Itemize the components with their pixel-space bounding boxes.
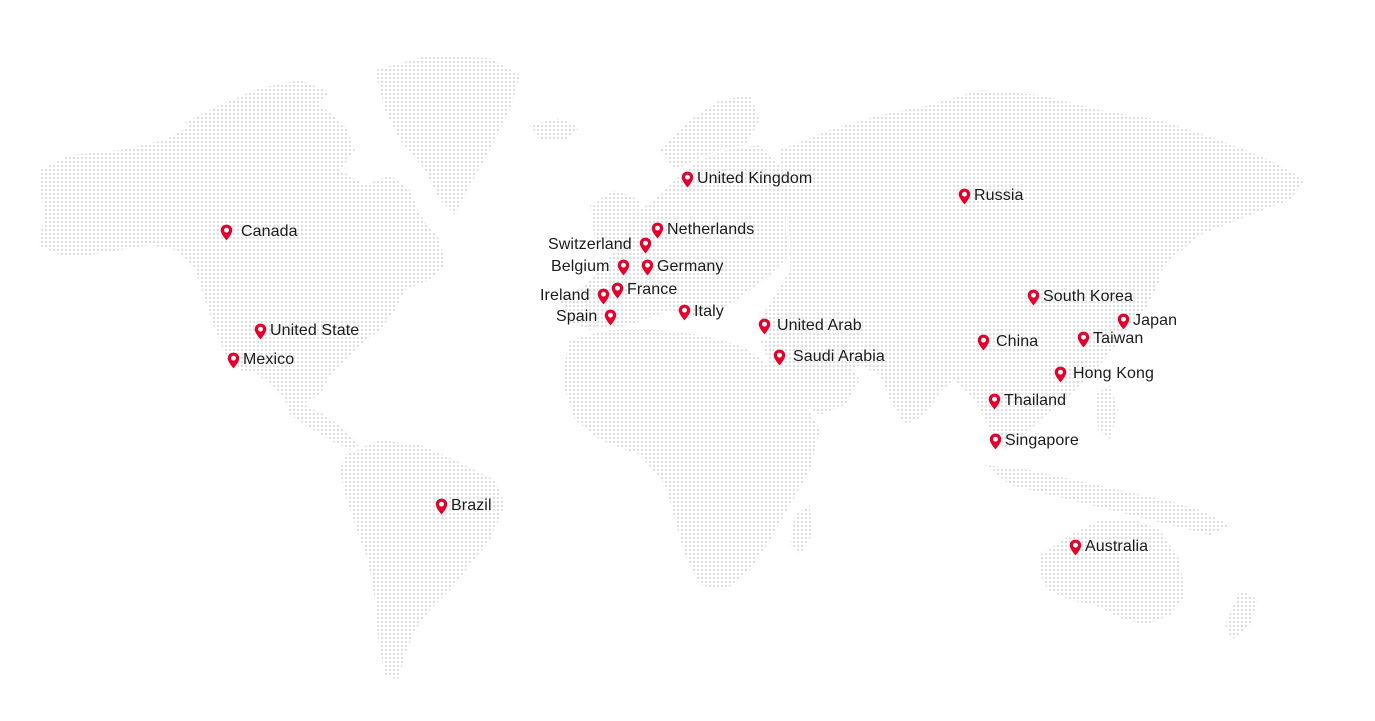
north-america-shape <box>38 95 445 405</box>
marker-switzerland[interactable]: Switzerland <box>548 236 652 254</box>
marker-united-state[interactable]: United State <box>254 322 359 340</box>
map-pin-icon <box>1054 366 1067 382</box>
map-pin-icon <box>758 318 771 334</box>
map-pin-icon <box>681 171 694 187</box>
map-pin-icon <box>597 288 609 304</box>
map-pin-icon <box>1027 289 1040 305</box>
map-pin-icon <box>958 188 971 204</box>
location-label: Ireland <box>540 287 590 304</box>
location-label: Brazil <box>451 497 492 514</box>
iceland-shape <box>530 118 580 140</box>
location-label: Spain <box>556 308 598 325</box>
location-label: Mexico <box>243 351 295 368</box>
marker-netherlands[interactable]: Netherlands <box>651 221 754 239</box>
map-pin-icon <box>605 309 617 325</box>
location-label: Italy <box>694 303 724 320</box>
location-label: Japan <box>1133 312 1178 329</box>
marker-germany[interactable]: Germany <box>641 258 724 276</box>
marker-brazil[interactable]: Brazil <box>435 497 492 515</box>
location-label: United Arab <box>777 317 862 334</box>
marker-italy[interactable]: Italy <box>678 303 724 321</box>
map-pin-icon <box>435 498 448 514</box>
location-label: South Korea <box>1043 288 1134 305</box>
south-america-shape <box>340 440 505 680</box>
map-pin-icon <box>220 224 233 240</box>
marker-belgium[interactable]: Belgium <box>551 258 630 276</box>
marker-spain[interactable]: Spain <box>556 308 617 326</box>
marker-china[interactable]: China <box>977 333 1038 351</box>
africa-shape <box>565 330 820 590</box>
location-label: Taiwan <box>1093 330 1144 347</box>
location-label: Switzerland <box>548 236 632 253</box>
marker-mexico[interactable]: Mexico <box>227 351 294 369</box>
location-label: Singapore <box>1005 432 1079 449</box>
new-zealand-shape <box>1225 590 1258 640</box>
marker-singapore[interactable]: Singapore <box>989 432 1079 450</box>
map-pin-icon <box>1069 539 1082 555</box>
marker-france[interactable]: France <box>611 281 677 299</box>
canadian-arctic-shape <box>180 80 330 128</box>
central-america-shape <box>285 400 360 450</box>
location-label: Hong Kong <box>1073 365 1154 382</box>
map-pin-icon <box>773 349 786 365</box>
scandinavia-shape <box>660 95 760 170</box>
location-label: Russia <box>974 187 1024 204</box>
marker-japan[interactable]: Japan <box>1117 312 1177 330</box>
marker-south-korea[interactable]: South Korea <box>1027 288 1133 306</box>
map-pin-icon <box>1117 313 1130 329</box>
map-pin-icon <box>617 259 629 275</box>
location-label: Australia <box>1085 538 1149 555</box>
map-pin-icon <box>227 352 240 368</box>
marker-united-arab[interactable]: United Arab <box>758 317 862 335</box>
map-pin-icon <box>988 393 1001 409</box>
location-label: United State <box>270 322 360 339</box>
map-pin-icon <box>641 259 654 275</box>
madagascar-shape <box>790 505 812 555</box>
marker-canada[interactable]: Canada <box>220 223 298 241</box>
southeast-asia-islands-shape <box>985 465 1230 535</box>
location-label: Germany <box>657 258 724 275</box>
map-pin-icon <box>977 334 990 350</box>
location-label: France <box>627 281 678 298</box>
map-pin-icon <box>651 222 664 238</box>
india-shape <box>880 340 950 425</box>
map-pin-icon <box>254 323 267 339</box>
map-pin-icon <box>611 282 624 298</box>
marker-thailand[interactable]: Thailand <box>988 392 1066 410</box>
marker-hong-kong[interactable]: Hong Kong <box>1054 365 1154 383</box>
marker-ireland[interactable]: Ireland <box>540 287 610 305</box>
marker-australia[interactable]: Australia <box>1069 538 1148 556</box>
marker-saudi-arabia[interactable]: Saudi Arabia <box>773 348 885 366</box>
location-label: Canada <box>241 223 298 240</box>
location-label: Belgium <box>551 258 610 275</box>
location-label: Netherlands <box>667 221 755 238</box>
location-label: United Kingdom <box>697 170 813 187</box>
japan-shape <box>1110 255 1160 330</box>
map-pin-icon <box>639 237 652 253</box>
location-label: Thailand <box>1004 392 1067 409</box>
marker-russia[interactable]: Russia <box>958 187 1024 205</box>
map-pin-icon <box>678 304 691 320</box>
philippines-shape <box>1095 385 1118 440</box>
marker-taiwan[interactable]: Taiwan <box>1077 330 1143 348</box>
uk-shape <box>590 190 640 245</box>
map-pin-icon <box>989 433 1002 449</box>
marker-united-kingdom[interactable]: United Kingdom <box>681 170 812 188</box>
map-pin-icon <box>1077 331 1090 347</box>
location-label: Saudi Arabia <box>793 348 885 365</box>
australia-shape <box>1040 520 1185 625</box>
greenland-shape <box>375 55 520 215</box>
location-label: China <box>996 333 1039 350</box>
